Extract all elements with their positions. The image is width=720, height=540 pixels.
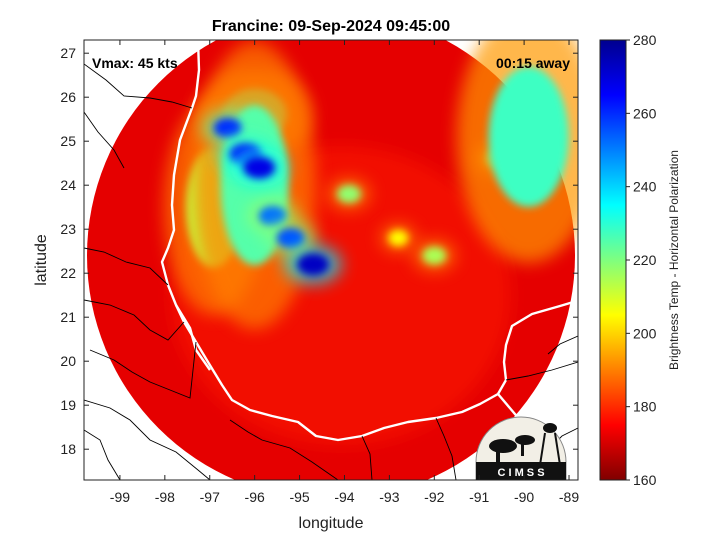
vmax-annotation: Vmax: 45 kts (92, 55, 178, 71)
colorbar-tick-label: 180 (633, 399, 657, 415)
x-tick-label: -94 (334, 489, 354, 505)
feature-core-4 (213, 118, 242, 138)
y-tick-label: 27 (60, 45, 76, 61)
cimss-logo: C I M S S (475, 416, 567, 481)
y-tick-label: 21 (60, 309, 76, 325)
x-tick-label: -96 (245, 489, 265, 505)
colorbar-tick-label: 200 (633, 325, 657, 341)
feature-core-1 (297, 253, 330, 276)
y-axis-label: latitude (33, 234, 50, 286)
y-tick-label: 26 (60, 89, 76, 105)
feature-core-5 (276, 228, 305, 248)
cimss-logo-text: C I M S S (497, 467, 544, 479)
x-tick-label: -93 (379, 489, 399, 505)
x-tick-label: -99 (110, 489, 130, 505)
y-axis-ticks: 18 19 20 21 22 23 24 25 26 27 (60, 45, 578, 457)
colorbar-ticks: 160 180 200 220 240 260 280 (626, 32, 657, 488)
feature-core-2 (243, 156, 276, 179)
colorbar: 160 180 200 220 240 260 280 Brightness Temp - … (599, 32, 681, 488)
x-axis-label: longitude (299, 515, 364, 532)
map-title: Francine: 09-Sep-2024 09:45:00 (212, 18, 450, 35)
x-tick-label: -90 (514, 489, 534, 505)
colorbar-gradient (599, 39, 627, 481)
x-tick-label: -91 (469, 489, 489, 505)
y-tick-label: 22 (60, 265, 76, 281)
y-tick-label: 18 (60, 441, 76, 457)
y-tick-label: 20 (60, 353, 76, 369)
y-tick-label: 25 (60, 133, 76, 149)
feature-core-6 (258, 206, 287, 226)
away-annotation: 00:15 away (496, 55, 570, 71)
feature-cell-mid (388, 230, 409, 246)
x-tick-label: -98 (155, 489, 175, 505)
y-tick-label: 24 (60, 177, 76, 193)
x-tick-label: -95 (289, 489, 309, 505)
plot-frame (83, 39, 579, 481)
colorbar-tick-label: 280 (633, 32, 657, 48)
x-tick-label: -92 (424, 489, 444, 505)
colorbar-tick-label: 220 (633, 252, 657, 268)
colorbar-tick-label: 260 (633, 105, 657, 121)
y-tick-label: 23 (60, 221, 76, 237)
state-borders (84, 63, 578, 480)
x-tick-label: -89 (559, 489, 579, 505)
x-axis-ticks: -99 -98 -97 -96 -95 -94 -93 -92 -91 -90 -89 (110, 40, 579, 505)
feature-cell-east-3 (488, 66, 569, 207)
colorbar-tick-label: 240 (633, 179, 657, 195)
colorbar-label: Brightness Temp - Horizontal Polarizatio… (667, 150, 681, 370)
colorbar-tick-label: 160 (633, 472, 657, 488)
y-tick-label: 19 (60, 397, 76, 413)
x-tick-label: -97 (200, 489, 220, 505)
feature-cell-east-1 (336, 185, 361, 203)
feature-cell-south (422, 246, 447, 265)
